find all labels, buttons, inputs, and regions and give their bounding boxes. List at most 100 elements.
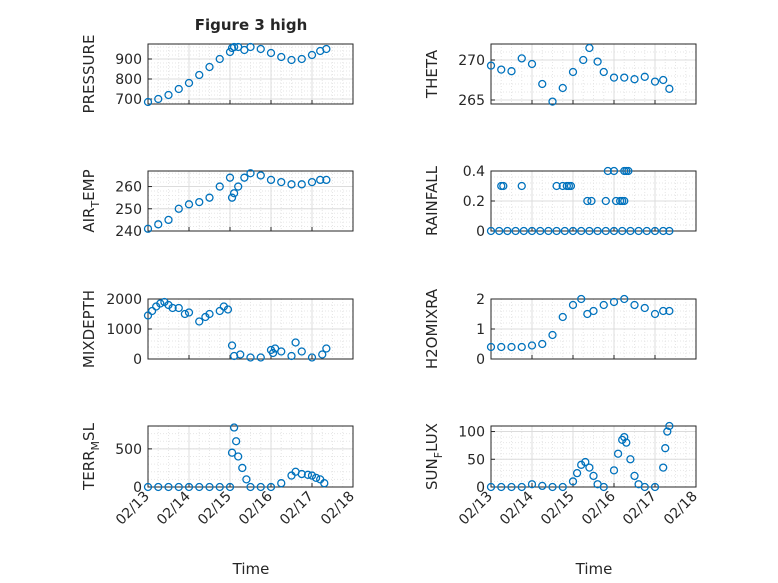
data-point bbox=[320, 479, 329, 488]
data-point bbox=[538, 481, 547, 491]
data-point bbox=[558, 181, 567, 191]
series-markers bbox=[486, 43, 674, 106]
y-axis-label: SUNFLUX bbox=[423, 423, 445, 490]
data-point bbox=[599, 67, 608, 77]
data-point bbox=[307, 471, 317, 480]
data-point bbox=[661, 444, 670, 453]
y-tick-label: 265 bbox=[458, 93, 485, 109]
data-point bbox=[231, 437, 241, 446]
data-point bbox=[538, 79, 547, 89]
data-point bbox=[225, 173, 235, 182]
data-point bbox=[164, 215, 173, 225]
data-point bbox=[164, 482, 173, 492]
data-point bbox=[266, 482, 276, 492]
y-tick-label: 250 bbox=[115, 202, 142, 218]
data-point bbox=[519, 226, 528, 236]
data-point bbox=[205, 62, 214, 72]
data-point bbox=[156, 299, 165, 308]
data-point bbox=[195, 482, 204, 492]
data-point bbox=[205, 482, 214, 492]
data-point bbox=[215, 54, 224, 64]
data-point bbox=[650, 309, 660, 319]
data-point bbox=[287, 351, 296, 361]
data-point bbox=[587, 196, 596, 206]
data-point bbox=[184, 200, 194, 209]
subplot-air-temp: 240 250 260 AIRTEMP bbox=[80, 169, 354, 240]
y-tick-label: 1000 bbox=[106, 322, 142, 338]
data-point bbox=[558, 482, 567, 492]
y-tick-label: 50 bbox=[467, 452, 485, 468]
data-point bbox=[497, 65, 506, 74]
data-point bbox=[665, 226, 674, 236]
data-point bbox=[236, 350, 245, 359]
data-point bbox=[143, 482, 153, 492]
y-tick-label: 0 bbox=[133, 480, 142, 496]
data-point bbox=[558, 83, 567, 93]
data-point bbox=[147, 306, 157, 316]
subplot-rainfall: 0 0.2 0.4 RAINFALL bbox=[423, 164, 697, 240]
data-point bbox=[650, 77, 660, 86]
data-point bbox=[552, 226, 561, 236]
data-point bbox=[307, 50, 317, 60]
y-tick-label: 270 bbox=[458, 53, 485, 69]
y-tick-label: 100 bbox=[458, 425, 485, 441]
data-point bbox=[246, 482, 255, 492]
y-tick-label: 240 bbox=[115, 224, 142, 240]
data-point bbox=[659, 463, 668, 472]
series-markers bbox=[143, 169, 331, 233]
data-point bbox=[486, 482, 496, 492]
axes-box bbox=[147, 170, 354, 232]
data-point bbox=[195, 197, 204, 207]
data-point bbox=[609, 466, 619, 475]
y-tick-label: 2000 bbox=[106, 292, 142, 308]
x-tick-label: 02/17 bbox=[277, 489, 317, 529]
data-point bbox=[558, 312, 567, 322]
x-axis-label-left: Time bbox=[232, 560, 270, 578]
data-point bbox=[184, 308, 194, 317]
data-point bbox=[599, 300, 608, 310]
data-point bbox=[223, 305, 233, 314]
data-point bbox=[536, 226, 545, 236]
data-point bbox=[266, 175, 276, 185]
data-point bbox=[609, 166, 619, 176]
data-point bbox=[499, 181, 508, 191]
data-point bbox=[572, 468, 582, 478]
data-point bbox=[234, 182, 243, 191]
y-axis-label: PRESSURE bbox=[80, 35, 98, 114]
data-point bbox=[256, 482, 265, 492]
data-point bbox=[517, 54, 526, 63]
data-point bbox=[316, 175, 325, 185]
data-point bbox=[511, 226, 520, 236]
series-markers bbox=[486, 166, 674, 236]
data-point bbox=[577, 460, 586, 469]
data-point bbox=[577, 226, 586, 236]
y-tick-label: 0 bbox=[476, 480, 485, 496]
y-tick-label: 2 bbox=[476, 292, 485, 308]
data-point bbox=[634, 226, 643, 236]
axes-box bbox=[147, 425, 354, 488]
data-point bbox=[601, 196, 610, 206]
data-point bbox=[246, 42, 255, 52]
data-point bbox=[143, 97, 153, 107]
data-point bbox=[613, 449, 623, 458]
data-point bbox=[650, 226, 660, 236]
data-point bbox=[517, 482, 526, 492]
subplot-pressure: 700 800 900 PRESSURE bbox=[80, 35, 354, 114]
data-point bbox=[626, 226, 635, 236]
data-point bbox=[277, 177, 286, 187]
figure-title: Figure 3 high bbox=[195, 16, 308, 34]
data-point bbox=[277, 347, 286, 356]
subplot-h2omixra: 0 1 2 H2OMIXRA bbox=[423, 288, 697, 369]
data-point bbox=[507, 482, 516, 492]
data-point bbox=[195, 317, 204, 326]
data-point bbox=[184, 78, 194, 88]
data-point bbox=[297, 347, 306, 356]
data-point bbox=[256, 44, 265, 54]
data-point bbox=[303, 470, 313, 479]
data-point bbox=[242, 475, 251, 484]
y-tick-label: 1 bbox=[476, 322, 485, 338]
data-point bbox=[611, 196, 621, 206]
subplot-theta: 265 270 THETA bbox=[423, 43, 697, 109]
